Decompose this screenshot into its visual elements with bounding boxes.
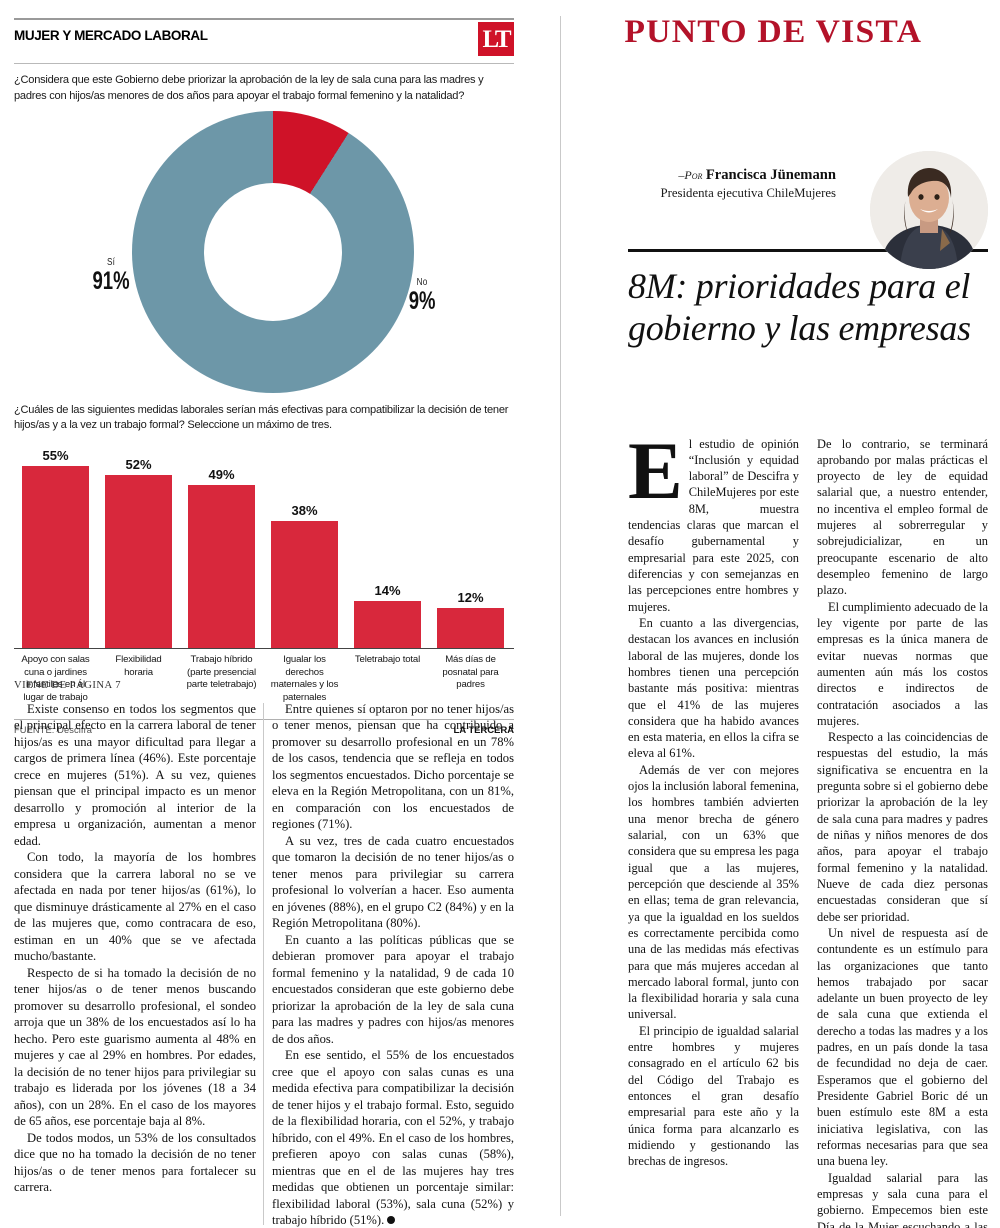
bar-rect [354, 601, 421, 648]
bar-rect [22, 466, 89, 648]
paragraph: De lo contrario, se terminará aprobando … [817, 436, 988, 598]
bar-axis-line [14, 648, 514, 649]
paragraph: Existe consenso en todos los segmentos q… [14, 702, 256, 848]
kicker-row: MUJER Y MERCADO LABORAL LT [14, 20, 514, 56]
bar-column: 14% [346, 448, 429, 648]
bar-column: 38% [263, 448, 346, 648]
opinion-section-title: PUNTO DE VISTA [624, 14, 923, 50]
byline: –Por Francisca Jünemann Presidenta ejecu… [628, 167, 836, 201]
bar-question: ¿Cuáles de las siguientes medidas labora… [14, 403, 509, 432]
paragraph: De todos modos, un 53% de los consultado… [14, 1130, 256, 1195]
brand-credit: LA TERCERA [453, 724, 515, 736]
headline-rule [628, 249, 988, 252]
paragraph: El principio de igualdad salarial entre … [628, 1023, 799, 1169]
donut-label-si: Sí 91% [86, 257, 136, 294]
bar-value: 12% [457, 590, 484, 605]
byline-prefix: –Por [678, 168, 703, 182]
drop-cap: E [628, 424, 683, 516]
bar-label: Teletrabajo total [354, 654, 421, 665]
byline-author-line: –Por Francisca Jünemann [628, 167, 836, 184]
bar-label: Flexibilidad horaria [115, 654, 162, 678]
bar-column: 55% [14, 448, 97, 648]
source-credit: FUENTE: Descifra [14, 724, 93, 735]
infographic-panel: MUJER Y MERCADO LABORAL LT ¿Considera qu… [14, 18, 514, 736]
bar-value: 49% [208, 467, 235, 482]
donut-label-no-name: No [416, 276, 428, 288]
left-article-columns: Existe consenso en todos los segmentos q… [14, 701, 514, 1228]
donut-label-no: No 9% [404, 277, 440, 314]
bar-column: 12% [429, 448, 512, 648]
bar-value: 38% [291, 503, 318, 518]
paragraph: Entre quienes sí optaron por no tener hi… [272, 702, 514, 832]
bar-column: 49% [180, 448, 263, 648]
donut-ring [132, 110, 414, 393]
donut-chart: Sí 91% No 9% [14, 109, 514, 401]
donut-label-si-name: Sí [106, 256, 116, 268]
paragraph: En cuanto a las divergencias, destacan l… [628, 615, 799, 761]
bar-category-labels: Apoyo con salas cuna o jardines infantil… [14, 649, 514, 705]
end-mark-icon [387, 1216, 396, 1225]
author-portrait-illustration [870, 151, 988, 269]
top-rule [14, 18, 514, 20]
opinion-headline: 8M: prioridades para el gobierno y las e… [628, 266, 971, 348]
bar-label: Más días de posnatal para padres [442, 654, 499, 691]
bar-value: 52% [125, 457, 152, 472]
column-divider [263, 703, 264, 1225]
paragraph: En cuanto a las políticas públicas que s… [272, 932, 514, 1046]
bar-rect [105, 475, 172, 648]
left-article: VIENE DE PÁGINA 7 Existe consenso en tod… [14, 680, 514, 1228]
bar-column: 52% [97, 448, 180, 648]
donut-label-no-value: 9% [408, 286, 436, 315]
left-article-column-1: Existe consenso en todos los segmentos q… [14, 701, 256, 1228]
paragraph: A su vez, tres de cada cuatro encuestado… [272, 833, 514, 931]
paragraph: Con todo, la mayoría de los hombres cons… [14, 850, 256, 964]
paragraph: El cumplimiento adecuado de la ley vigen… [817, 599, 988, 728]
donut-question: ¿Considera que este Gobierno debe priori… [14, 74, 484, 102]
bar-rect [437, 608, 504, 648]
bar-value: 55% [42, 448, 69, 463]
paragraph: Respecto a las coincidencias de respuest… [817, 730, 988, 924]
donut-label-si-value: 91% [92, 266, 130, 295]
bar-rect [188, 485, 255, 648]
left-article-column-2: Entre quienes sí optaron por no tener hi… [272, 701, 514, 1228]
bar-label: Trabajo híbrido (parte presencial parte … [186, 654, 257, 691]
kicker-rule [14, 63, 514, 64]
continued-from-label: VIENE DE PÁGINA 7 [14, 680, 122, 691]
page-center-divider [560, 16, 561, 1216]
author-portrait [870, 151, 988, 269]
byline-block: –Por Francisca Jünemann Presidenta ejecu… [628, 95, 988, 269]
byline-author-name: Francisca Jünemann [705, 167, 836, 183]
paragraph: Además de ver con mejores ojos la inclus… [628, 762, 800, 1022]
paragraph-text: En ese sentido, el 55% de los encuestado… [272, 1048, 514, 1228]
bar-label: Igualar los derechos maternales y los pa… [270, 654, 339, 703]
paragraph: Igualdad salarial para las empresas y sa… [817, 1170, 988, 1228]
bar-rect [271, 521, 338, 648]
paragraph: Respecto de si ha tomado la decisión de … [14, 965, 256, 1129]
bar-label: Apoyo con salas cuna o jardines infantil… [21, 654, 90, 703]
paragraph: Un nivel de respuesta así de contundente… [817, 925, 988, 1169]
bar-chart: 55% 52% 49% 38% 14% 12% [14, 448, 514, 648]
byline-author-role: Presidenta ejecutiva ChileMujeres [660, 186, 836, 200]
section-kicker: MUJER Y MERCADO LABORAL [14, 28, 208, 43]
bar-value: 14% [374, 583, 401, 598]
paragraph-with-endmark: En ese sentido, el 55% de los encuestado… [272, 1047, 514, 1228]
footer-rule [14, 718, 514, 720]
chart-footer: FUENTE: Descifra LA TERCERA [14, 725, 514, 736]
opinion-panel: PUNTO DE VISTA –Por Francisca Jünemann P… [624, 16, 988, 1228]
la-tercera-logo: LT [478, 22, 514, 56]
opinion-column-2: De lo contrario, se terminará aprobando … [817, 436, 988, 1228]
paragraph-text: l estudio de opinión “Inclusión y equida… [628, 436, 799, 614]
